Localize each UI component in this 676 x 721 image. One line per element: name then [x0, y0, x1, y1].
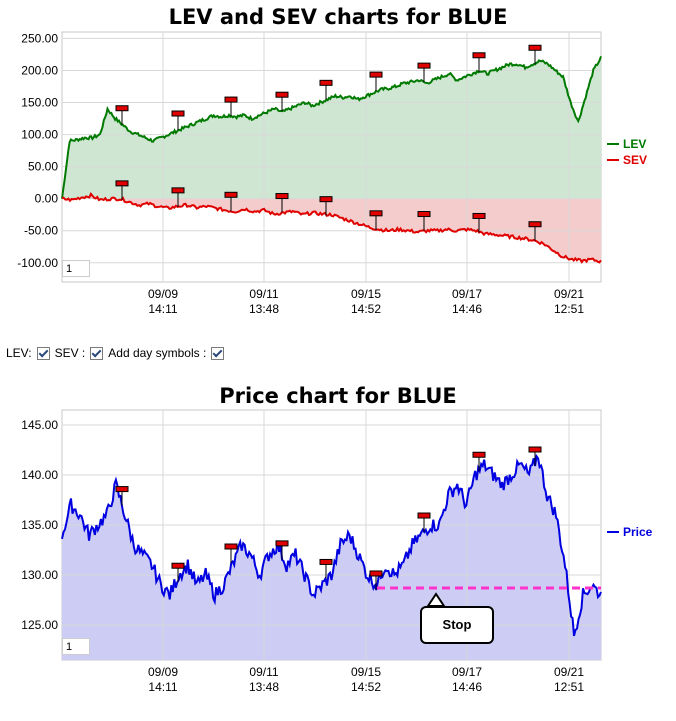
x-tick-date: 09/17	[452, 665, 482, 679]
day-marker	[417, 211, 431, 218]
x-tick-date: 09/09	[148, 287, 178, 301]
sev-area	[62, 193, 601, 263]
day-marker	[115, 105, 129, 112]
y-tick-label: 145.00	[21, 418, 58, 432]
y-tick-label: 100.00	[21, 128, 58, 142]
day-marker	[115, 486, 129, 493]
sev-toggle-label: SEV :	[54, 346, 86, 360]
x-tick-date: 09/15	[351, 665, 381, 679]
legend-label-sev: SEV	[623, 153, 647, 167]
y-tick-label: 140.00	[21, 468, 58, 482]
day-marker	[224, 96, 238, 103]
y-tick-label: 200.00	[21, 63, 58, 77]
lev-checkbox[interactable]	[36, 346, 50, 360]
day-marker	[319, 196, 333, 203]
x-tick-date: 09/11	[249, 287, 278, 301]
day-marker	[417, 512, 431, 519]
day-marker	[472, 451, 486, 458]
day-marker	[171, 562, 185, 569]
x-tick-time: 14:11	[148, 680, 177, 694]
price-zoom-input[interactable]: 1	[62, 638, 90, 655]
x-tick-date: 09/17	[452, 287, 482, 301]
x-tick-date: 09/21	[554, 665, 584, 679]
y-tick-label: 135.00	[21, 518, 58, 532]
day-marker	[275, 91, 289, 98]
lev-sev-chart: 250.00 200.00 150.00 100.00 50.00 0.00 -50.00 -…	[17, 31, 647, 316]
day-marker	[528, 44, 542, 51]
y-tick-label: 50.00	[28, 160, 58, 174]
x-tick-time: 14:52	[351, 302, 381, 316]
sev-checkbox[interactable]	[90, 346, 104, 360]
day-marker	[319, 79, 333, 86]
x-tick-time: 13:48	[249, 680, 279, 694]
sev-line	[61, 192, 602, 264]
price-line	[61, 453, 602, 637]
day-marker	[472, 212, 486, 219]
y-tick-label: 0.00	[35, 192, 59, 206]
x-tick-time: 14:52	[351, 680, 381, 694]
day-marker	[528, 221, 542, 228]
stop-callout: Stop	[420, 606, 494, 644]
day-marker	[369, 71, 383, 78]
legend-label-price: Price	[623, 525, 653, 539]
price-chart-title: Price chart for BLUE	[219, 384, 457, 408]
lev-zoom-input[interactable]: 1	[62, 260, 90, 277]
day-marker	[528, 446, 542, 453]
day-marker	[115, 180, 129, 187]
y-tick-label: 150.00	[21, 96, 58, 110]
lev-line	[61, 55, 602, 199]
x-tick-date: 09/15	[351, 287, 381, 301]
x-tick-time: 12:51	[554, 680, 584, 694]
x-tick-time: 14:46	[452, 302, 482, 316]
x-tick-date: 09/09	[148, 665, 178, 679]
x-tick-date: 09/11	[249, 665, 278, 679]
lev-toggle-label: LEV:	[6, 346, 32, 360]
x-tick-time: 14:46	[452, 680, 482, 694]
lev-area	[62, 56, 601, 199]
day-symbols-label: Add day symbols :	[108, 346, 207, 360]
day-symbols-checkbox[interactable]	[211, 346, 225, 360]
x-tick-date: 09/21	[554, 287, 584, 301]
day-marker	[417, 62, 431, 69]
x-tick-time: 14:11	[148, 302, 177, 316]
x-tick-time: 13:48	[249, 302, 279, 316]
day-marker	[275, 540, 289, 547]
day-marker	[369, 210, 383, 217]
y-tick-label: 130.00	[21, 568, 58, 582]
y-tick-label: 250.00	[21, 31, 58, 45]
x-tick-time: 12:51	[554, 302, 584, 316]
day-marker	[224, 191, 238, 198]
day-marker	[369, 570, 383, 577]
chart-controls: LEV: SEV : Add day symbols :	[6, 346, 226, 360]
y-tick-label: 125.00	[21, 618, 58, 632]
day-marker	[171, 187, 185, 194]
y-tick-label: -100.00	[17, 256, 58, 270]
y-tick-label: -50.00	[24, 224, 58, 238]
day-marker	[224, 543, 238, 550]
legend-label-lev: LEV	[623, 137, 646, 151]
lev-chart-title: LEV and SEV charts for BLUE	[168, 5, 508, 29]
day-marker	[472, 52, 486, 59]
day-marker	[171, 110, 185, 117]
day-marker	[275, 193, 289, 200]
day-marker	[319, 558, 333, 565]
